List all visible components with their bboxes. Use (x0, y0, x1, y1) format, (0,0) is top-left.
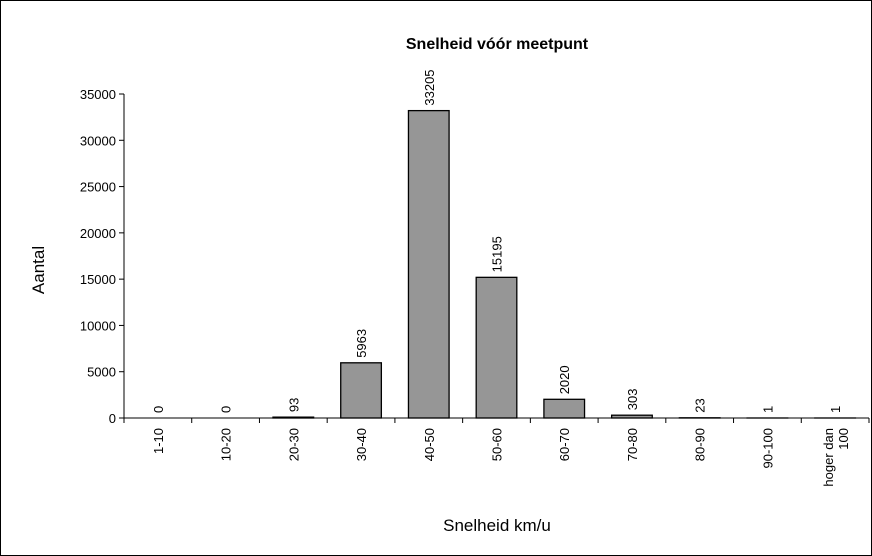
x-tick-label: 20-30 (286, 428, 301, 461)
y-tick-label: 25000 (80, 180, 116, 195)
y-tick-label: 10000 (80, 318, 116, 333)
y-tick-label: 0 (109, 411, 116, 426)
x-axis-label: Snelheid km/u (443, 516, 551, 535)
bar (407, 109, 450, 419)
x-tick-label: 30-40 (354, 428, 369, 461)
value-label: 2020 (557, 365, 572, 394)
y-tick-label: 35000 (80, 87, 116, 102)
x-tick-label: 10-20 (219, 428, 234, 461)
y-tick-label: 5000 (87, 365, 116, 380)
value-label: 0 (151, 406, 166, 413)
value-label: 15195 (490, 236, 505, 272)
x-tick-label: 90-100 (760, 428, 775, 468)
x-tick-label: 40-50 (422, 428, 437, 461)
value-label: 1 (828, 406, 843, 413)
x-tick-label: 80-90 (693, 428, 708, 461)
bar (272, 416, 315, 419)
bar (340, 362, 383, 419)
x-tick-label: 60-70 (557, 428, 572, 461)
value-label: 23 (693, 398, 708, 412)
bar (475, 276, 518, 419)
x-tick-label: hoger dan100 (821, 428, 851, 487)
bar (610, 414, 653, 419)
value-label: 5963 (354, 329, 369, 358)
chart-title: Snelheid vóór meetpunt (406, 36, 589, 53)
y-axis-label: Aantal (29, 246, 48, 294)
value-label: 33205 (422, 69, 437, 105)
y-tick-label: 30000 (80, 133, 116, 148)
x-tick-label: 1-10 (151, 428, 166, 454)
value-label: 0 (219, 406, 234, 413)
y-tick-label: 15000 (80, 272, 116, 287)
value-label: 93 (286, 398, 301, 412)
x-tick-label: 50-60 (490, 428, 505, 461)
value-label: 1 (760, 406, 775, 413)
bar (543, 398, 586, 419)
value-label: 303 (625, 388, 640, 410)
x-tick-label: 70-80 (625, 428, 640, 461)
y-tick-label: 20000 (80, 226, 116, 241)
